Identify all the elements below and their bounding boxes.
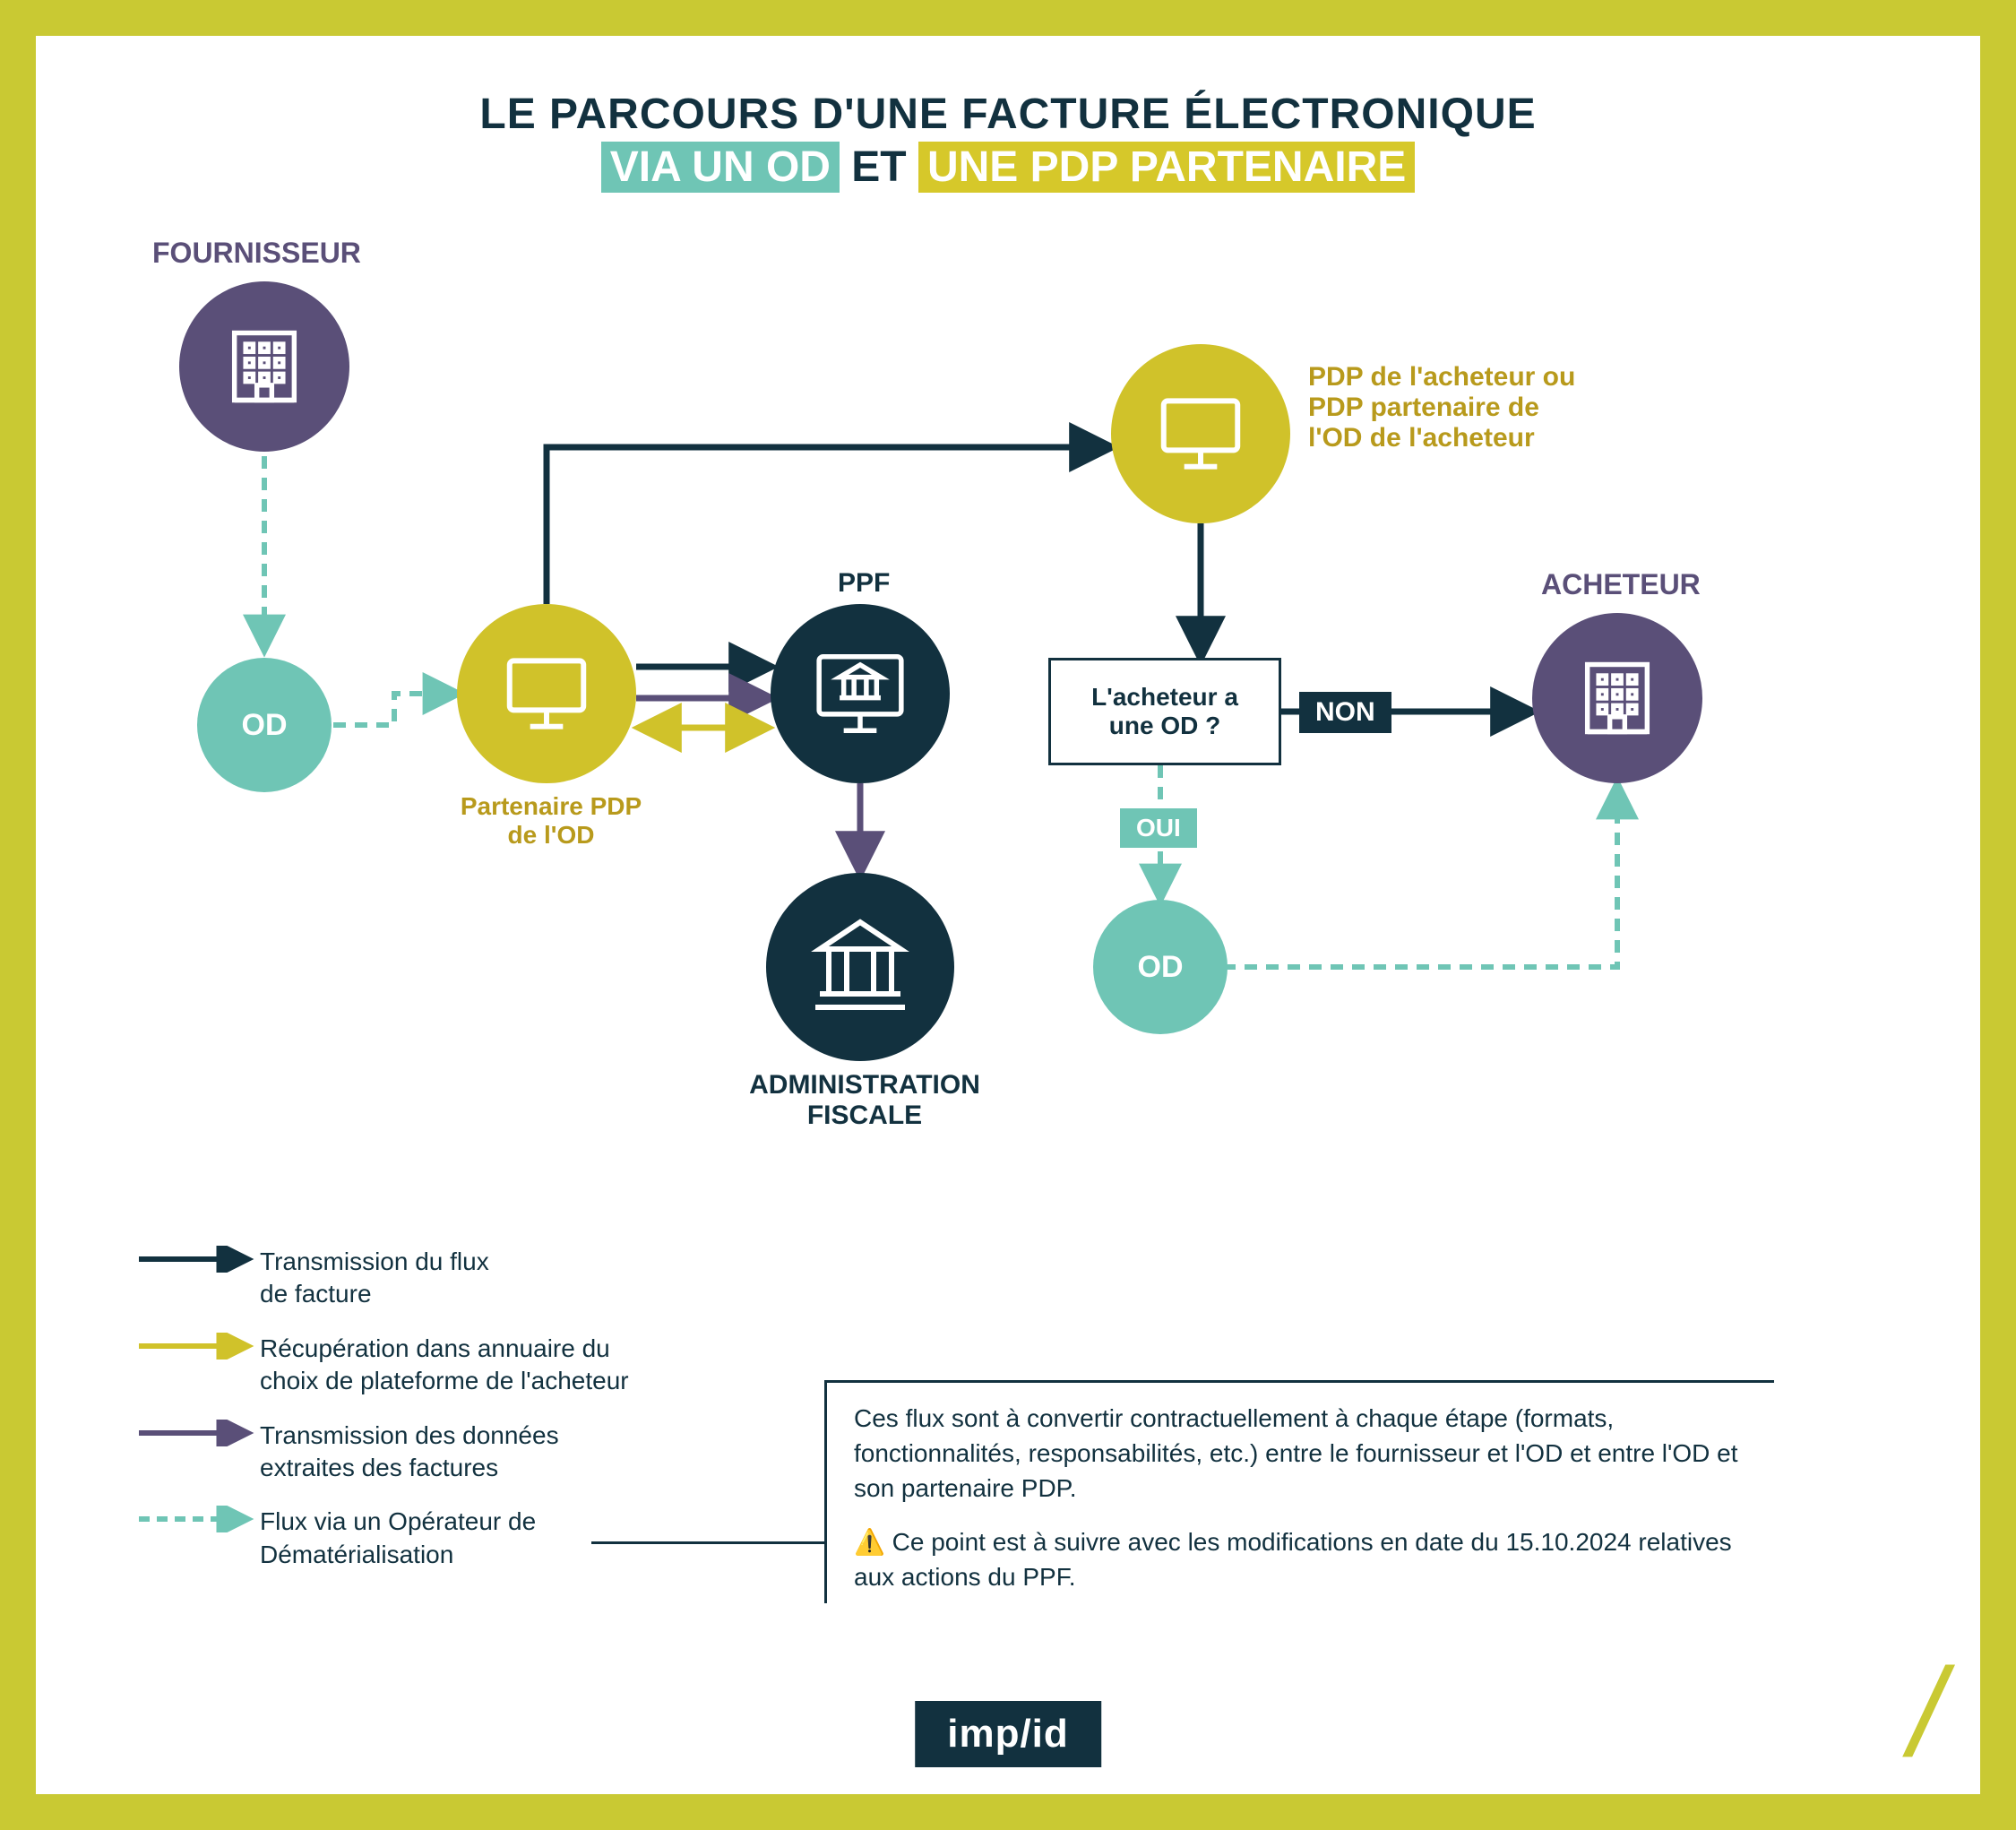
node-pdp-partner [457, 604, 636, 783]
logo: imp/id [915, 1701, 1101, 1767]
od-right-text: OD [1138, 950, 1184, 985]
title-yellow: UNE PDP PARTENAIRE [918, 142, 1415, 193]
note-box: Ces flux sont à convertir contractuellem… [824, 1380, 1774, 1603]
note-para2: ⚠️ Ce point est à suivre avec les modifi… [854, 1524, 1756, 1594]
node-admin [766, 873, 954, 1061]
label-pdp-buyer: PDP de l'acheteur ou PDP partenaire de l… [1308, 362, 1667, 453]
node-od-left: OD [197, 658, 332, 792]
monitor-bank-icon [811, 644, 909, 743]
node-od-right: OD [1093, 900, 1228, 1034]
legend-text-1: Récupération dans annuaire du choix de p… [260, 1333, 629, 1398]
building-icon [1572, 653, 1662, 743]
diagram-canvas: FOURNISSEUR OD Partenaire [108, 228, 1908, 1231]
badge-oui: OUI [1120, 808, 1197, 848]
building-icon [220, 322, 309, 411]
edges-svg [108, 228, 1980, 1231]
title-connector: ET [840, 143, 918, 191]
node-acheteur [1532, 613, 1702, 783]
edge-pdp-buyer [547, 447, 1109, 604]
decision-box: L'acheteur a une OD ? [1048, 658, 1281, 765]
legend-row-3: Flux via un Opérateur de Dématérialisati… [134, 1506, 629, 1571]
legend-row-2: Transmission des données extraites des f… [134, 1420, 629, 1485]
monitor-icon [1151, 384, 1250, 483]
label-fournisseur: FOURNISSEUR [152, 237, 361, 270]
edge-od-acheteur [1223, 785, 1617, 967]
note-para1: Ces flux sont à convertir contractuellem… [854, 1401, 1756, 1506]
logo-slash-icon: / [1909, 1640, 1944, 1785]
legend: Transmission du flux de facture Récupéra… [134, 1246, 629, 1593]
node-pdp-buyer [1111, 344, 1290, 523]
title-teal: VIA UN OD [601, 142, 840, 193]
title-line1: LE PARCOURS D'UNE FACTURE ÉLECTRONIQUE [108, 90, 1908, 139]
label-acheteur: ACHETEUR [1541, 568, 1701, 601]
legend-text-2: Transmission des données extraites des f… [260, 1420, 559, 1485]
title-line2: VIA UN OD ET UNE PDP PARTENAIRE [108, 142, 1908, 192]
outer-frame: LE PARCOURS D'UNE FACTURE ÉLECTRONIQUE V… [0, 0, 2016, 1830]
node-fournisseur [179, 281, 349, 452]
label-pdp-partner: Partenaire PDP de l'OD [439, 792, 663, 850]
inner-frame: LE PARCOURS D'UNE FACTURE ÉLECTRONIQUE V… [36, 36, 1980, 1794]
legend-text-0: Transmission du flux de facture [260, 1246, 489, 1311]
label-admin: ADMINISTRATION FISCALE [735, 1070, 995, 1131]
node-ppf [771, 604, 950, 783]
edge-od-pdp [312, 694, 457, 725]
note-connector-line [591, 1541, 824, 1544]
title-block: LE PARCOURS D'UNE FACTURE ÉLECTRONIQUE V… [108, 90, 1908, 192]
legend-text-3: Flux via un Opérateur de Dématérialisati… [260, 1506, 536, 1571]
od-left-text: OD [242, 708, 288, 743]
badge-non: NON [1299, 692, 1391, 733]
legend-row-0: Transmission du flux de facture [134, 1246, 629, 1311]
bank-icon [806, 913, 914, 1021]
monitor-icon [497, 644, 596, 743]
label-ppf: PPF [838, 568, 890, 599]
legend-row-1: Récupération dans annuaire du choix de p… [134, 1333, 629, 1398]
